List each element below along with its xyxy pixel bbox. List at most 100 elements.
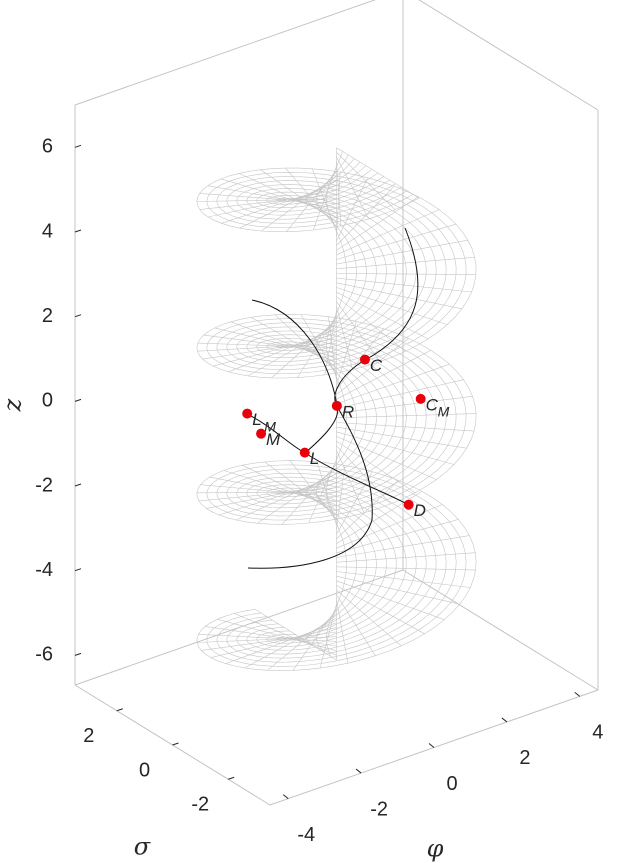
curve [247, 299, 373, 569]
point [256, 428, 267, 439]
x-tick-label: 4 [592, 722, 603, 744]
mesh-line [274, 314, 337, 372]
z-tick [74, 229, 82, 233]
mesh-line [336, 589, 402, 647]
mesh-line [336, 585, 425, 634]
mesh-line [336, 287, 448, 325]
mesh-line [336, 552, 476, 563]
z-tick [74, 652, 82, 656]
mesh-line [336, 422, 475, 432]
mesh-line [336, 594, 376, 656]
mesh-line [236, 473, 337, 521]
mesh-line [336, 575, 460, 605]
mesh-line [254, 609, 337, 661]
x-tick [355, 768, 362, 774]
mesh-line [336, 363, 450, 405]
x-tick [574, 691, 581, 697]
point-label: C [426, 395, 439, 414]
point [403, 499, 414, 510]
mesh-line [336, 580, 445, 620]
mesh-line [336, 185, 395, 246]
mesh-line [336, 223, 456, 260]
mesh-line [336, 471, 373, 535]
x-tick-label: -2 [370, 798, 388, 820]
mesh-line [336, 396, 473, 414]
y-tick [172, 742, 179, 746]
point [331, 400, 342, 411]
z-tick-label: 2 [42, 305, 53, 327]
mesh-line [271, 319, 337, 379]
mesh-line [208, 189, 337, 218]
mesh-line [203, 334, 337, 353]
mesh-line [297, 315, 337, 378]
mesh-line [336, 571, 471, 588]
mesh-line [207, 185, 337, 209]
y-tick-label: 2 [83, 725, 94, 747]
mesh-line [336, 277, 472, 293]
mesh-line [260, 169, 337, 223]
mesh-line [225, 622, 337, 664]
z-tick [74, 483, 82, 487]
mesh-line [230, 321, 337, 363]
mesh-line [257, 468, 337, 524]
surface-mesh [196, 147, 477, 672]
mesh-line [336, 177, 369, 242]
z-tick [74, 144, 82, 148]
mesh-line [218, 478, 337, 516]
mesh-line [285, 167, 337, 228]
mesh-line [324, 310, 337, 375]
point-label: M [266, 430, 281, 449]
surface-curves [246, 227, 419, 569]
mesh-line [336, 450, 365, 513]
x-tick-label: -4 [297, 824, 315, 846]
axes-box: -6 -4 -2 0 2 4 6 -2 0 2 -4 -2 0 2 4 [35, 0, 603, 846]
z-tick-label: -4 [35, 559, 53, 581]
mesh-line [209, 476, 337, 502]
point-label: L [310, 449, 319, 468]
y-tick-label: -2 [191, 794, 209, 816]
z-axis-label: z [0, 398, 27, 412]
mesh-line [200, 484, 337, 498]
mesh-line [336, 256, 475, 270]
point [415, 393, 426, 404]
mesh-line [221, 184, 337, 224]
mesh-line [267, 613, 337, 671]
point-label: D [414, 501, 426, 520]
z-tick-label: 4 [42, 220, 53, 242]
point-label-sub: M [438, 404, 450, 420]
mesh-line [197, 342, 337, 349]
mesh-line [233, 613, 337, 656]
mesh-line [336, 480, 399, 540]
mesh-line [336, 566, 476, 571]
mesh-line [336, 436, 437, 480]
mesh-line [336, 431, 454, 465]
mesh-line [199, 194, 337, 210]
x-tick [428, 743, 435, 748]
y-axis-label: σ [134, 833, 151, 861]
mesh-line [264, 461, 337, 516]
mesh-line [286, 170, 337, 232]
mesh-line [336, 301, 381, 362]
mesh-line [197, 636, 337, 643]
mesh-line [244, 617, 337, 669]
mesh-line [336, 413, 477, 419]
mesh-line [308, 459, 337, 524]
mesh-line [202, 338, 337, 360]
mesh-line [336, 445, 391, 505]
box-edge [402, 569, 599, 691]
y-tick [116, 708, 123, 712]
mesh-line [223, 470, 337, 507]
z-tick-label: 6 [42, 136, 53, 158]
mesh-line [336, 291, 429, 340]
x-tick-label: 0 [446, 773, 457, 795]
point-label: L [252, 410, 261, 429]
mesh-line [217, 619, 337, 651]
mesh-line [336, 239, 468, 265]
mesh-line [336, 426, 467, 449]
y-tick-label: 0 [139, 759, 150, 781]
mesh-line [336, 306, 353, 370]
z-tick [74, 398, 82, 402]
